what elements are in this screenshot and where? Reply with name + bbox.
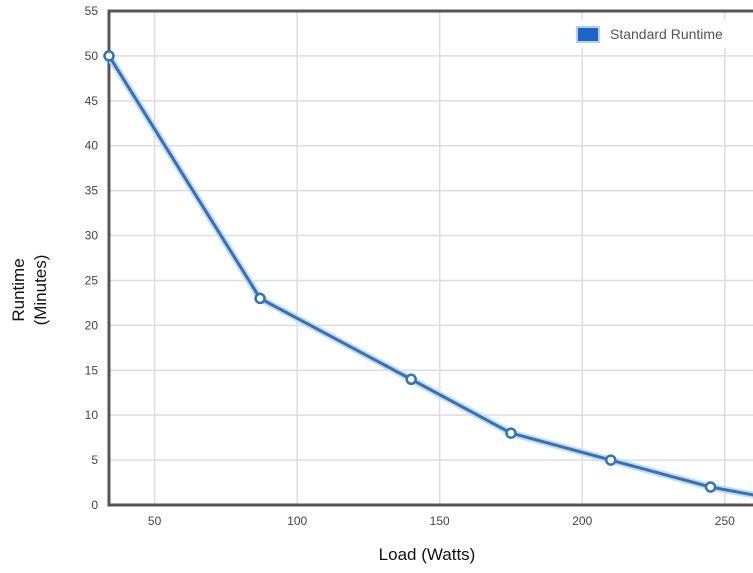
y-tick-label: 45 (85, 94, 99, 108)
series-line (107, 54, 753, 497)
y-tick-label: 30 (85, 229, 99, 243)
x-axis-title: Load (Watts) (379, 545, 476, 564)
y-tick-label: 20 (85, 318, 99, 332)
plot-area-frame (107, 9, 753, 507)
data-point (505, 427, 517, 439)
y-axis-ticks: 0 5 10 15 20 25 30 35 40 45 50 55 (85, 4, 99, 512)
legend: Standard Runtime (568, 20, 748, 48)
y-tick-label: 5 (91, 453, 98, 467)
x-tick-label: 150 (430, 514, 450, 528)
data-point (103, 50, 115, 62)
x-tick-label: 250 (715, 514, 735, 528)
y-tick-label: 55 (85, 4, 99, 18)
legend-swatch (576, 26, 600, 43)
x-tick-label: 50 (148, 514, 162, 528)
series-layer (103, 50, 753, 499)
series-line-glow (105, 52, 753, 499)
x-axis-ticks: 50 100 150 200 250 (148, 514, 735, 528)
grid-lines (109, 11, 753, 505)
data-point (254, 292, 266, 305)
y-tick-label: 50 (85, 49, 99, 63)
y-tick-label: 10 (85, 408, 99, 422)
y-tick-label: 0 (91, 498, 98, 512)
y-axis-title-line-2: (Minutes) (31, 255, 50, 326)
legend-label: Standard Runtime (610, 26, 723, 42)
y-tick-label: 15 (85, 363, 99, 377)
data-point (704, 481, 717, 493)
y-tick-label: 25 (85, 273, 99, 287)
data-point (405, 373, 417, 386)
y-tick-label: 35 (85, 184, 99, 198)
data-point (605, 454, 617, 466)
y-axis-title-line-1: Runtime (9, 258, 28, 321)
x-tick-label: 100 (287, 514, 307, 528)
y-tick-label: 40 (85, 139, 99, 153)
x-tick-label: 200 (572, 514, 592, 528)
